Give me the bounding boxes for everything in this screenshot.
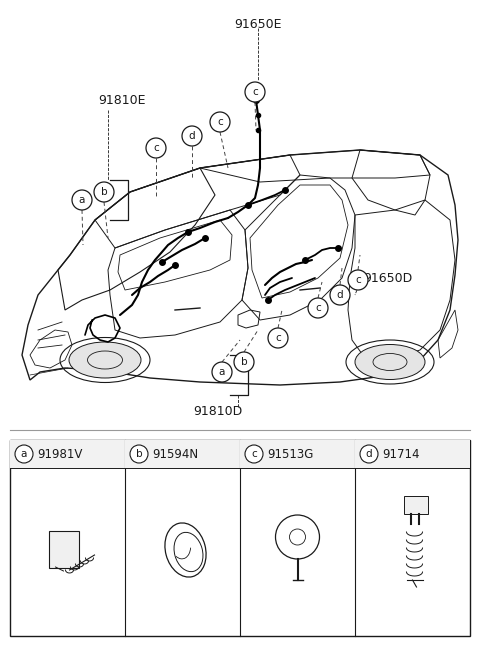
Circle shape: [146, 138, 166, 158]
Text: 91810D: 91810D: [193, 405, 242, 418]
Text: a: a: [21, 449, 27, 459]
FancyBboxPatch shape: [48, 531, 79, 568]
Text: c: c: [355, 275, 361, 285]
Circle shape: [268, 328, 288, 348]
FancyBboxPatch shape: [125, 440, 240, 468]
Circle shape: [308, 298, 328, 318]
Text: c: c: [315, 303, 321, 313]
Text: 91513G: 91513G: [267, 448, 313, 461]
Text: c: c: [252, 87, 258, 97]
Circle shape: [15, 445, 33, 463]
Text: a: a: [79, 195, 85, 205]
Text: c: c: [275, 333, 281, 343]
Circle shape: [245, 82, 265, 102]
Text: 91810E: 91810E: [98, 94, 145, 106]
Text: 91714: 91714: [382, 448, 420, 461]
Text: b: b: [240, 357, 247, 367]
Circle shape: [212, 362, 232, 382]
Circle shape: [360, 445, 378, 463]
FancyBboxPatch shape: [10, 440, 470, 636]
Text: 91650D: 91650D: [363, 272, 412, 284]
FancyBboxPatch shape: [240, 440, 355, 468]
Circle shape: [210, 112, 230, 132]
FancyBboxPatch shape: [404, 496, 428, 514]
Ellipse shape: [69, 342, 141, 378]
Ellipse shape: [355, 344, 425, 379]
Text: c: c: [217, 117, 223, 127]
Text: b: b: [101, 187, 108, 197]
Circle shape: [182, 126, 202, 146]
Circle shape: [245, 445, 263, 463]
Circle shape: [94, 182, 114, 202]
Text: d: d: [336, 290, 343, 300]
Text: d: d: [366, 449, 372, 459]
Text: 91981V: 91981V: [37, 448, 83, 461]
Circle shape: [72, 190, 92, 210]
Circle shape: [130, 445, 148, 463]
Circle shape: [330, 285, 350, 305]
Text: a: a: [219, 367, 225, 377]
FancyBboxPatch shape: [10, 440, 125, 468]
Text: b: b: [136, 449, 142, 459]
Circle shape: [348, 270, 368, 290]
Text: d: d: [189, 131, 195, 141]
FancyBboxPatch shape: [355, 440, 470, 468]
Text: 91594N: 91594N: [152, 448, 198, 461]
Text: c: c: [153, 143, 159, 153]
Text: c: c: [251, 449, 257, 459]
Circle shape: [234, 352, 254, 372]
Text: 91650E: 91650E: [234, 18, 282, 31]
